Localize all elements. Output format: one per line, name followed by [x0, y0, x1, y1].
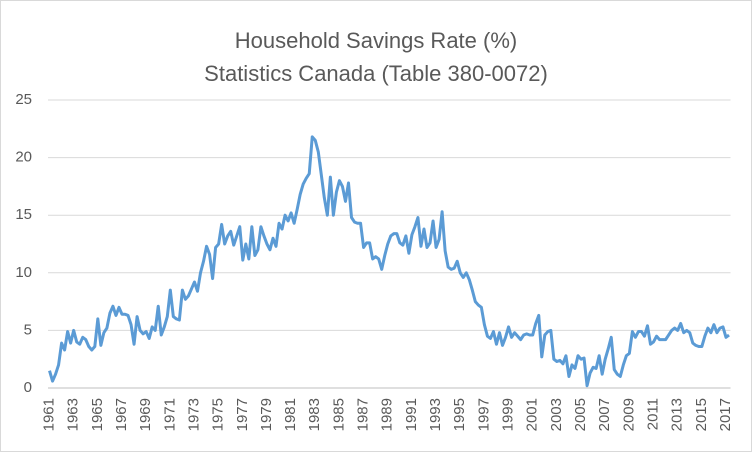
y-tick-label: 25 [15, 91, 32, 108]
chart-title: Household Savings Rate (%) [235, 28, 517, 53]
x-tick-label: 1985 [330, 398, 347, 431]
x-tick-label: 1965 [89, 398, 106, 431]
x-tick-label: 2011 [644, 398, 661, 430]
x-tick-label: 1989 [379, 398, 396, 431]
y-tick-label: 5 [24, 321, 32, 338]
x-tick-label: 1983 [306, 398, 323, 431]
x-tick-label: 1969 [137, 398, 154, 431]
x-tick-label: 2009 [620, 398, 637, 431]
x-tick-label: 2007 [596, 398, 613, 431]
x-tick-label: 2005 [572, 398, 589, 431]
y-tick-label: 10 [15, 264, 32, 281]
x-tick-label: 1971 [161, 398, 178, 431]
y-tick-label: 15 [15, 206, 32, 223]
x-tick-label: 1977 [234, 398, 251, 431]
x-tick-label: 2001 [524, 398, 541, 431]
x-tick-label: 1973 [185, 398, 202, 431]
chart-subtitle: Statistics Canada (Table 380-0072) [204, 61, 548, 86]
x-tick-label: 2013 [669, 398, 686, 431]
y-tick-label: 0 [24, 379, 32, 396]
x-tick-label: 2015 [693, 398, 710, 431]
x-tick-label: 2003 [548, 398, 565, 431]
x-tick-label: 1993 [427, 398, 444, 431]
x-tick-label: 1961 [40, 398, 57, 431]
x-tick-label: 2017 [717, 398, 734, 431]
data-line [48, 135, 730, 388]
x-tick-label: 1987 [355, 398, 372, 431]
x-tick-label: 1963 [65, 398, 82, 431]
x-tick-label: 1995 [451, 398, 468, 431]
y-tick-label: 20 [15, 149, 32, 166]
x-tick-label: 1979 [258, 398, 275, 431]
x-tick-label: 1999 [500, 398, 517, 431]
x-tick-label: 1981 [282, 398, 299, 431]
x-tick-label: 1997 [475, 398, 492, 431]
x-tick-label: 1991 [403, 398, 420, 431]
x-tick-label: 1967 [113, 398, 130, 431]
x-tick-label: 1975 [210, 398, 227, 431]
